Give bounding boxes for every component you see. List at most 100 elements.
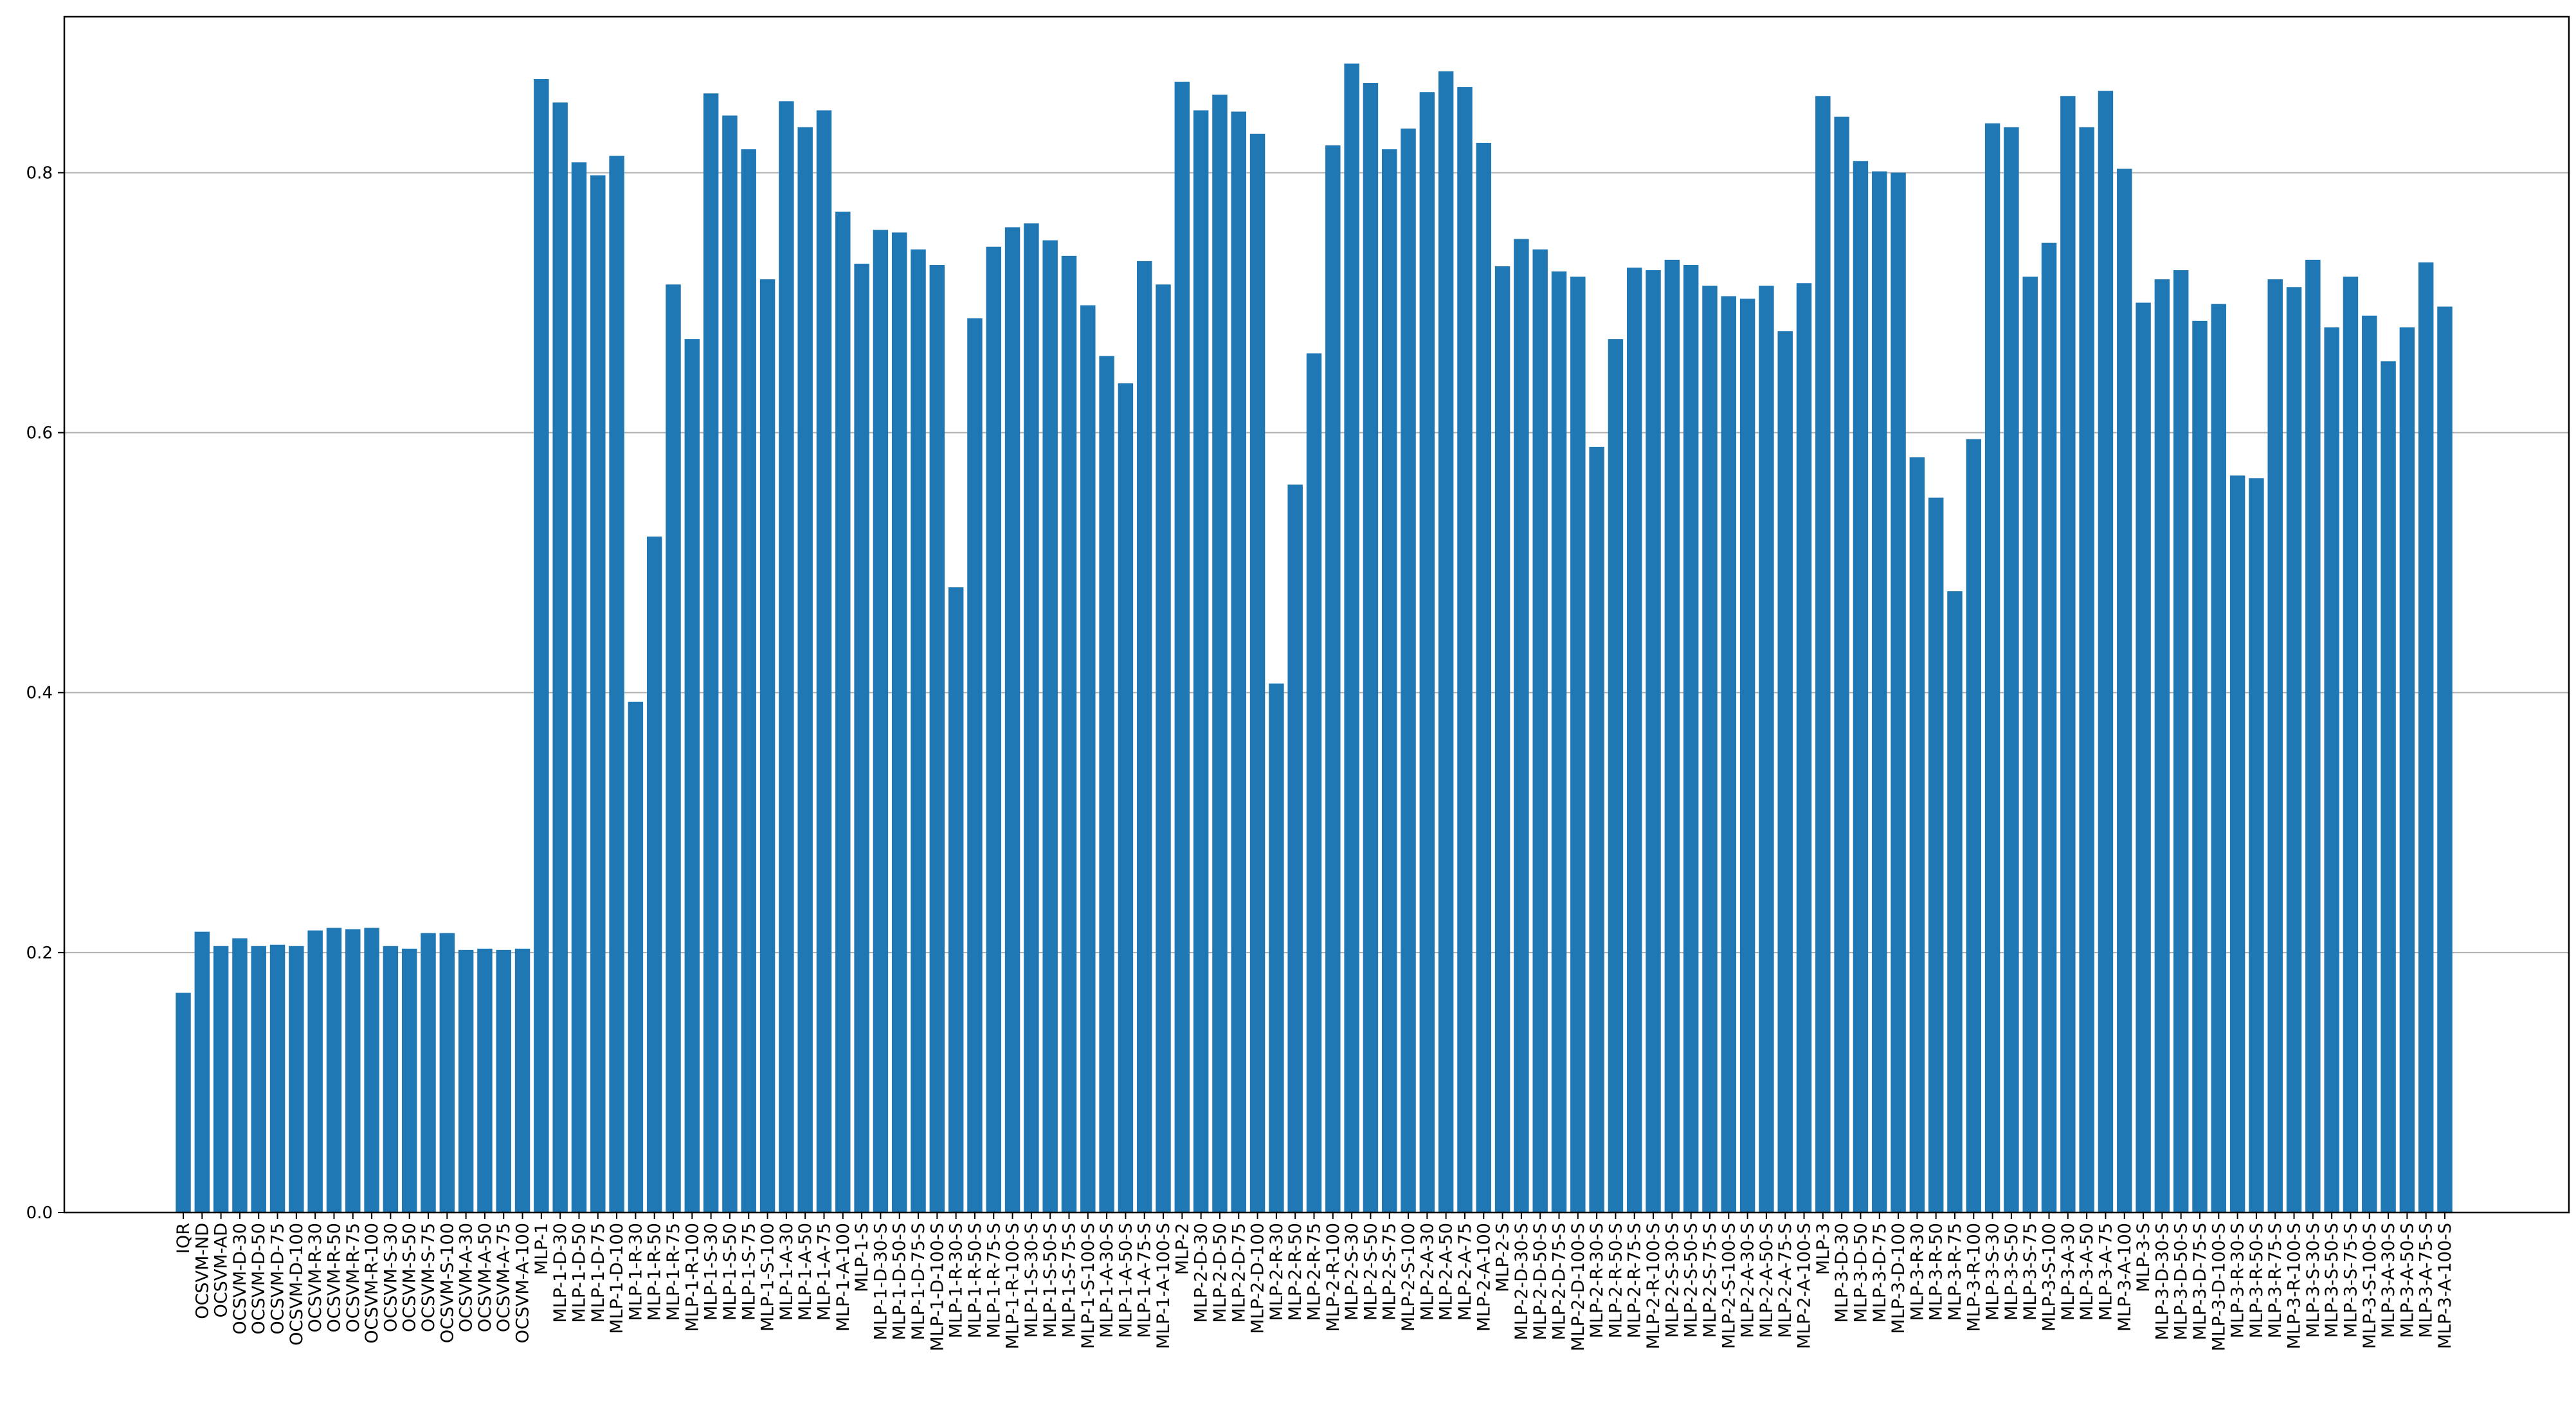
x-tick-label: MLP-2-R-100-S xyxy=(1644,1223,1664,1350)
x-tick-label: OCSVM-D-75 xyxy=(268,1223,288,1335)
bar-mlp-1-s-30 xyxy=(703,93,719,1213)
bar-mlp-1-d-50-s xyxy=(891,232,907,1213)
x-tick-label: MLP-2-D-75-S xyxy=(1550,1223,1570,1340)
bar-mlp-2-s-100-s xyxy=(1721,296,1737,1213)
bar-mlp-1-d-30-s xyxy=(873,230,889,1213)
x-tick-label: MLP-2-R-75-S xyxy=(1625,1223,1645,1338)
bar-mlp-2-a-50-s xyxy=(1759,286,1774,1213)
x-tick-label: MLP-3-S xyxy=(2134,1223,2154,1292)
bar-mlp-2-r-100 xyxy=(1325,145,1341,1213)
bar-mlp-3-d-50 xyxy=(1853,161,1869,1213)
bar-ocsvm-s-75 xyxy=(421,933,436,1213)
x-tick-label: OCSVM-S-75 xyxy=(419,1223,439,1332)
bar-mlp-1-a-75-s xyxy=(1137,261,1152,1213)
bar-mlp-2-d-75-s xyxy=(1551,271,1567,1213)
x-tick-label: MLP-3-S-50-S xyxy=(2322,1223,2342,1338)
bar-mlp-3-s-50 xyxy=(2004,127,2019,1213)
x-tick-label: MLP-1-R-50 xyxy=(645,1223,665,1321)
bar-ocsvm-s-50 xyxy=(401,948,417,1213)
x-tick-label: MLP-3-D-100-S xyxy=(2209,1223,2229,1351)
x-tick-label: OCSVM-A-75 xyxy=(494,1223,514,1332)
x-tick-label: MLP-1-S-50-S xyxy=(1040,1223,1060,1338)
x-tick-label: MLP-2-D-100 xyxy=(1248,1223,1268,1334)
x-tick-label: OCSVM-S-50 xyxy=(400,1223,420,1332)
bar-mlp-1-a-30 xyxy=(779,101,794,1213)
bar-mlp-2-d-50 xyxy=(1212,95,1228,1213)
bar-mlp-2-d-100 xyxy=(1249,133,1265,1213)
bar-mlp-2-r-30 xyxy=(1269,683,1284,1213)
x-tick-label: MLP-3-S-30-S xyxy=(2303,1223,2323,1338)
x-tick-label: OCSVM-S-100 xyxy=(437,1223,457,1343)
x-tick-label: MLP-1-A-100-S xyxy=(1154,1223,1174,1349)
bar-series xyxy=(176,63,2453,1213)
x-tick-label: MLP-3-D-75 xyxy=(1870,1223,1890,1323)
x-tick-label: OCSVM-R-30 xyxy=(305,1223,325,1333)
x-tick-label: MLP-2-S-100 xyxy=(1399,1223,1419,1332)
x-tick-label: MLP-3-R-75 xyxy=(1945,1223,1965,1321)
plot-area-frame xyxy=(63,15,2570,1214)
x-tick-label: MLP-3-S-30 xyxy=(1983,1223,2003,1321)
x-tick-label: OCSVM-D-30 xyxy=(230,1223,250,1335)
x-tick-label: MLP-1 xyxy=(532,1223,552,1275)
x-tick-label: MLP-3-R-75-S xyxy=(2265,1223,2285,1338)
x-tick-label: MLP-2-R-30 xyxy=(1267,1223,1287,1321)
bar-mlp-1-d-100 xyxy=(609,156,624,1213)
x-tick-label: MLP-2-D-50-S xyxy=(1530,1223,1550,1340)
bar-mlp-2-s-50-s xyxy=(1683,264,1699,1213)
x-tick-label: MLP-1-S-75-S xyxy=(1059,1223,1079,1338)
x-tick-label: MLP-2-S-30-S xyxy=(1662,1223,1682,1338)
x-tick-label: MLP-1-R-100 xyxy=(682,1223,702,1332)
x-axis-ticks: IQROCSVM-NDOCSVM-ADOCSVM-D-30OCSVM-D-50O… xyxy=(174,1213,2455,1351)
bar-mlp-3-d-75-s xyxy=(2192,320,2208,1213)
x-tick-label: MLP-3-S-75 xyxy=(2020,1223,2040,1321)
bar-mlp-2-s-30 xyxy=(1344,63,1359,1213)
bar-mlp-1-r-100-s xyxy=(1004,227,1020,1213)
bar-mlp-3-s-30-s xyxy=(2305,259,2321,1213)
x-tick-label: MLP-1-A-75 xyxy=(814,1223,834,1321)
bar-mlp-1-s-30-s xyxy=(1024,223,1039,1213)
bar-mlp-2-s xyxy=(1494,266,1510,1213)
bar-ocsvm-d-30 xyxy=(232,938,248,1213)
x-tick-label: MLP-3-R-50-S xyxy=(2247,1223,2267,1338)
bar-mlp-1-d-100-s xyxy=(929,264,945,1213)
y-tick-label: 0.2 xyxy=(26,944,53,963)
x-tick-label: MLP-2-A-100 xyxy=(1474,1223,1494,1332)
bar-mlp-1-d-50 xyxy=(571,162,587,1213)
x-tick-label: MLP-3-R-30-S xyxy=(2228,1223,2248,1338)
bar-mlp-3-s-75 xyxy=(2022,277,2038,1213)
x-tick-label: MLP-2-D-100-S xyxy=(1568,1223,1588,1351)
bar-mlp-3-a-30 xyxy=(2060,96,2076,1213)
x-tick-label: MLP-1-A-50-S xyxy=(1116,1223,1136,1338)
x-tick-label: OCSVM-A-100 xyxy=(513,1223,533,1343)
bar-iqr xyxy=(176,993,191,1213)
x-tick-label: MLP-2-A-30 xyxy=(1417,1223,1437,1321)
bar-mlp-3-s-75-s xyxy=(2343,277,2359,1213)
x-tick-label: OCSVM-R-75 xyxy=(343,1223,363,1333)
bar-mlp-1-r-50 xyxy=(646,536,662,1213)
bar-mlp-3 xyxy=(1815,96,1831,1213)
x-tick-label: MLP-2-A-100-S xyxy=(1795,1223,1815,1349)
x-tick-label: MLP-1-D-75-S xyxy=(909,1223,929,1340)
x-tick-label: MLP-3-D-30 xyxy=(1832,1223,1852,1323)
bar-mlp-1-s-100-s xyxy=(1080,305,1096,1213)
bar-ocsvm-d-50 xyxy=(251,946,266,1213)
bar-mlp-1-s xyxy=(854,263,869,1213)
x-tick-label: MLP-2-S-75-S xyxy=(1700,1223,1720,1338)
x-tick-label: OCSVM-A-50 xyxy=(475,1223,495,1332)
x-tick-label: MLP-1-D-30-S xyxy=(871,1223,891,1340)
x-tick-label: MLP-2-A-30-S xyxy=(1738,1223,1758,1338)
x-tick-label: MLP-1-A-75-S xyxy=(1135,1223,1155,1338)
x-tick-label: MLP-1-A-100 xyxy=(833,1223,853,1332)
x-tick-label: MLP-2-A-50-S xyxy=(1757,1223,1777,1338)
bar-ocsvm-a-30 xyxy=(458,949,474,1213)
bar-mlp-2-d-30 xyxy=(1193,110,1209,1213)
bar-mlp-1-r-75 xyxy=(666,284,681,1213)
y-tick-label: 0.0 xyxy=(26,1204,53,1223)
y-axis-ticks: 0.0 0.2 0.4 0.6 0.8 xyxy=(26,163,64,1223)
x-tick-label: MLP-2-S-75 xyxy=(1380,1223,1400,1321)
x-tick-label: MLP-1-D-75 xyxy=(588,1223,608,1323)
bar-mlp-2-a-50 xyxy=(1438,71,1454,1213)
bar-mlp-2-s-75-s xyxy=(1702,286,1718,1213)
bar-ocsvm-nd xyxy=(194,931,210,1213)
x-tick-label: OCSVM-R-100 xyxy=(362,1223,382,1344)
